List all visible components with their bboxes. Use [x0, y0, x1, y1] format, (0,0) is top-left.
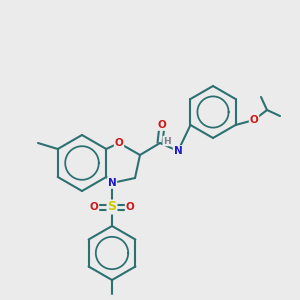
Text: O: O [250, 115, 258, 125]
Text: N: N [108, 178, 116, 188]
Text: H: H [163, 136, 171, 146]
Text: O: O [126, 202, 134, 212]
Text: O: O [90, 202, 98, 212]
Text: O: O [158, 120, 166, 130]
Text: O: O [115, 138, 123, 148]
Text: S: S [107, 200, 116, 214]
Text: N: N [174, 146, 182, 156]
